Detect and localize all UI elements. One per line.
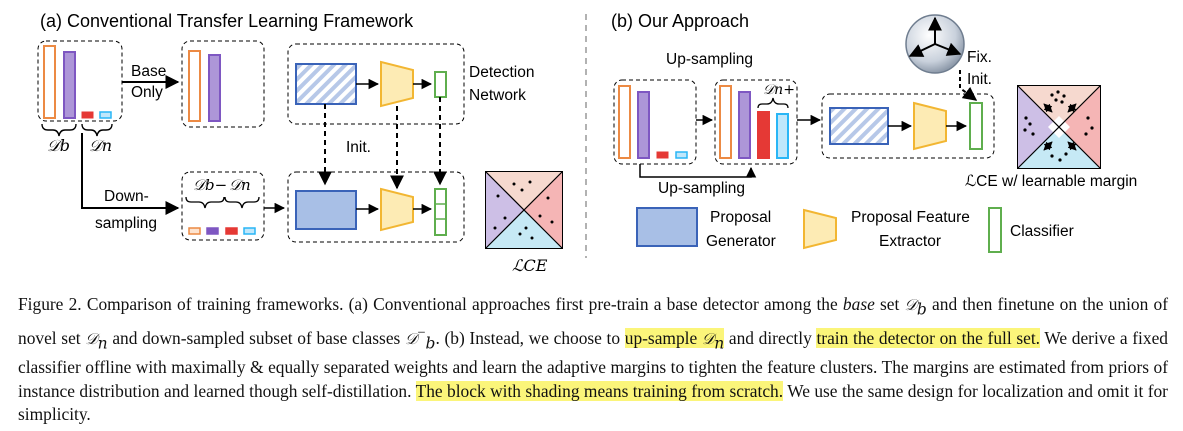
label-db: 𝒟b	[47, 136, 70, 155]
panel-a-title: (a) Conventional Transfer Learning Frame…	[40, 11, 414, 31]
legend-feature-extractor-swatch	[803, 208, 837, 250]
b-base-dataset-box	[613, 79, 697, 165]
highlight-1: up-sample 𝒟n	[624, 327, 725, 353]
loss-label-a: ℒCE	[512, 256, 548, 275]
b-feature-extractor	[913, 101, 947, 151]
legend-proposal-generator-swatch	[636, 207, 698, 247]
detection-network-top	[287, 43, 465, 125]
proposal-generator-bottom	[295, 190, 357, 230]
b-classifier	[969, 102, 983, 150]
down-label-2: sampling	[95, 215, 157, 232]
highlight-3: The block with shading means training fr…	[415, 380, 784, 401]
down-sampled-box: 𝒟b− 𝒟n	[181, 171, 265, 241]
base-only-box	[181, 40, 265, 128]
detection-label-2: Network	[469, 87, 526, 104]
bar-purple	[63, 51, 76, 119]
detection-label-1: Detection	[469, 64, 534, 81]
fixed-weights-sphere	[905, 14, 965, 74]
feature-extractor-bottom	[380, 187, 414, 232]
bar-cyan	[99, 111, 112, 119]
base-only-label-2: Only	[131, 84, 163, 101]
decision-regions-a	[485, 171, 563, 249]
label-dn-2: 𝒟n	[229, 176, 251, 194]
detection-network-bottom	[287, 171, 465, 243]
legend-proposal-generator-1: Proposal	[710, 209, 771, 226]
label-dn-plus: 𝒟n+	[763, 82, 795, 98]
bar-red	[81, 111, 94, 119]
bar-orange	[43, 45, 56, 119]
legend-proposal-generator-2: Generator	[706, 233, 776, 250]
decision-regions-b	[1017, 85, 1101, 169]
loss-caption-b: ℒCE w/ learnable margin	[965, 173, 1137, 190]
fix-label: Fix.	[967, 49, 992, 66]
b-upsample-arrow-bottom	[639, 164, 757, 178]
upsampling-top-label: Up-sampling	[666, 51, 753, 68]
init-label-b: Init.	[967, 71, 992, 88]
b-upsampled-box	[714, 79, 798, 165]
proposal-generator-hatched	[295, 63, 357, 105]
fixed-init-arrow	[959, 70, 978, 101]
b-proposal-generator	[829, 107, 889, 145]
b-detection-network	[821, 93, 995, 159]
brace-db	[41, 123, 77, 137]
init-label-a: Init.	[346, 139, 371, 156]
classifier-top	[434, 71, 447, 98]
label-db-minus: 𝒟b−	[193, 176, 227, 194]
legend-feature-extractor-1: Proposal Feature	[851, 209, 970, 226]
feature-extractor-top	[380, 60, 414, 108]
figure-diagram: (a) Conventional Transfer Learning Frame…	[37, 11, 1137, 275]
base-only-label-1: Base	[131, 63, 166, 80]
label-dn: 𝒟n	[89, 136, 112, 155]
upsampling-bottom-label: Up-sampling	[658, 180, 745, 197]
down-sampling-arrow	[81, 133, 180, 215]
legend: Proposal Generator Proposal Feature Extr…	[636, 207, 1074, 253]
classifier-bottom	[434, 188, 447, 236]
base-dataset-box	[37, 40, 123, 122]
legend-classifier-swatch	[988, 207, 1002, 253]
down-label-1: Down-	[104, 188, 149, 205]
brace-dn	[81, 123, 113, 137]
legend-classifier: Classifier	[1010, 223, 1074, 240]
legend-feature-extractor-2: Extractor	[879, 233, 941, 250]
figure-caption: Figure 2. Comparison of training framewo…	[18, 294, 1169, 425]
panel-b-title: (b) Our Approach	[611, 11, 749, 31]
highlight-2: train the detector on the full set.	[816, 327, 1041, 348]
